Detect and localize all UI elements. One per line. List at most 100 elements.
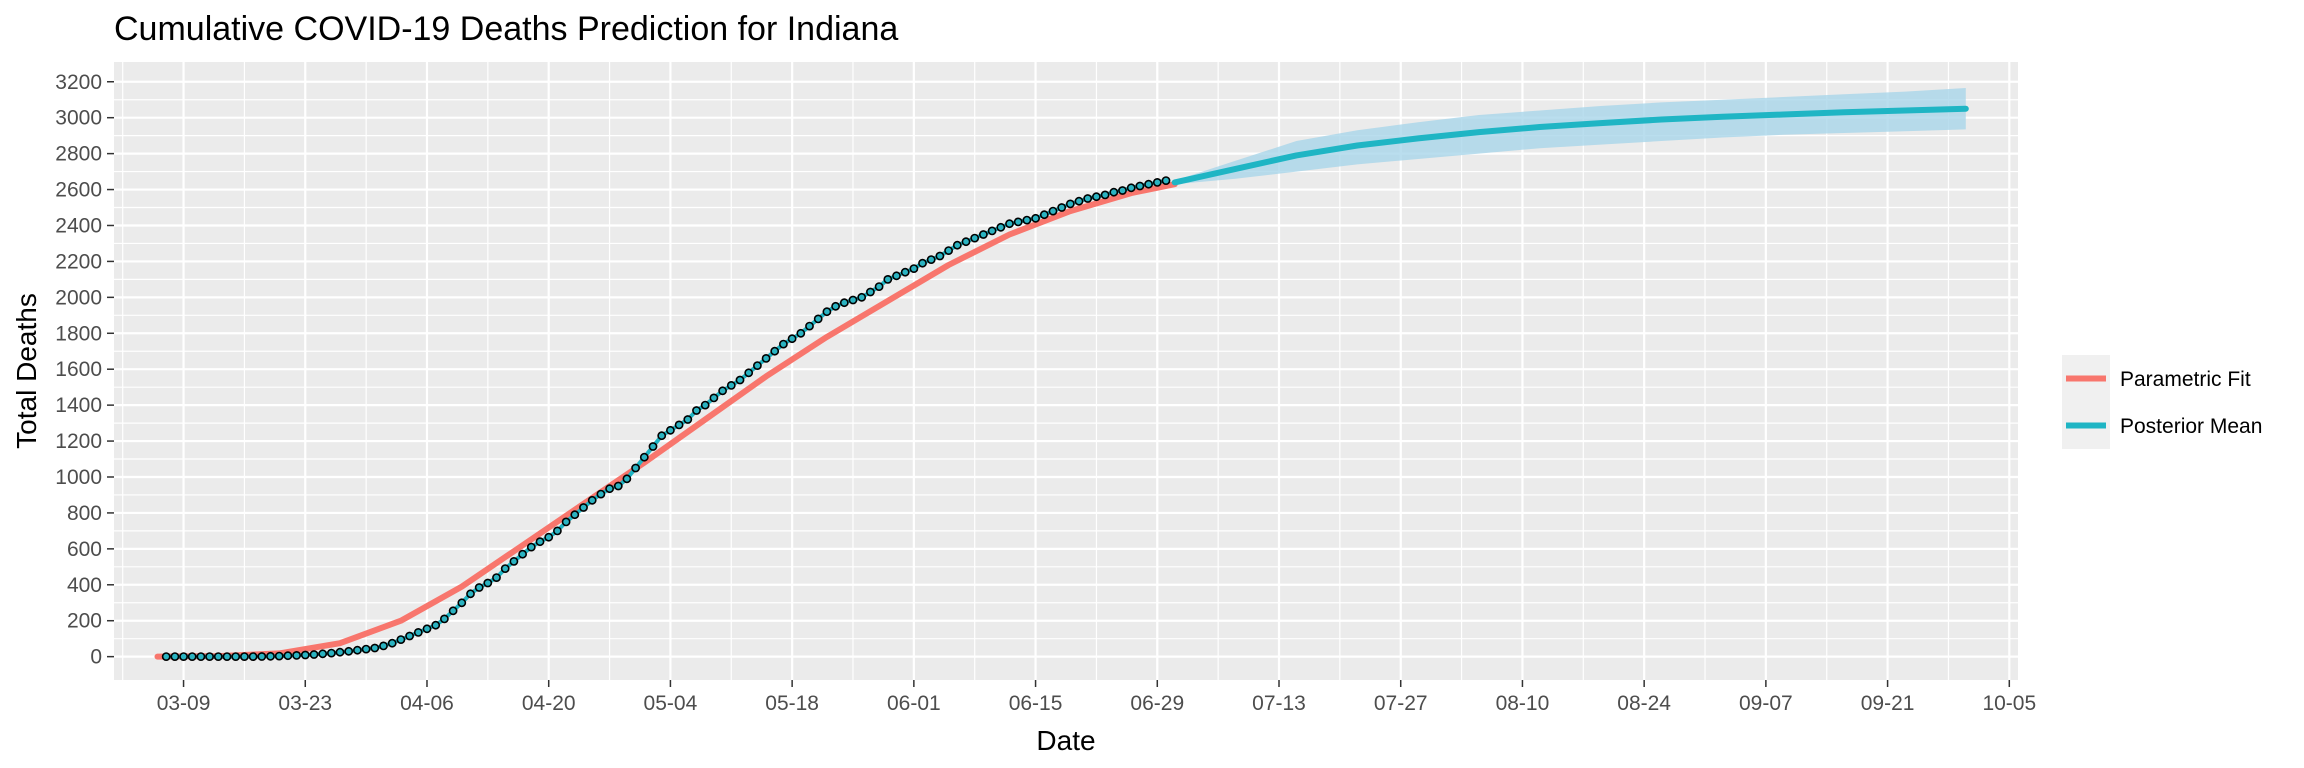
- observed-point: [413, 628, 423, 637]
- observed-point: [161, 652, 171, 661]
- observed-point: [344, 646, 354, 656]
- observed-point: [500, 564, 510, 573]
- observed-point: [587, 495, 597, 505]
- observed-point: [570, 510, 580, 520]
- observed-point: [996, 222, 1006, 232]
- observed-point: [822, 307, 832, 317]
- observed-point: [648, 442, 658, 451]
- y-tick-label: 200: [67, 610, 102, 633]
- x-tick-label: 08-10: [1496, 692, 1550, 715]
- observed-point: [535, 537, 545, 547]
- x-tick-label: 07-13: [1252, 692, 1306, 715]
- observed-point: [196, 652, 206, 661]
- x-tick-label: 09-21: [1861, 692, 1915, 715]
- observed-point: [352, 645, 362, 655]
- observed-point: [874, 282, 884, 291]
- x-tick-label: 06-15: [1009, 692, 1063, 715]
- observed-point: [309, 650, 319, 659]
- observed-point: [526, 542, 536, 552]
- observed-point: [753, 361, 762, 370]
- observed-point: [918, 258, 927, 268]
- observed-point: [718, 386, 727, 396]
- observed-point: [796, 328, 806, 338]
- observed-point: [553, 526, 562, 536]
- observed-point: [961, 237, 971, 247]
- y-tick-label: 1600: [55, 358, 102, 381]
- x-axis-title: Date: [1036, 725, 1095, 756]
- observed-point: [483, 578, 493, 588]
- legend-posterior-mean-label: Posterior Mean: [2120, 415, 2262, 438]
- observed-point: [405, 631, 414, 641]
- observed-point: [431, 620, 441, 630]
- observed-point: [900, 267, 910, 277]
- y-tick-label: 1200: [55, 430, 102, 453]
- observed-point: [848, 295, 858, 305]
- legend-parametric-fit-label: Parametric Fit: [2120, 368, 2251, 391]
- observed-point: [448, 606, 458, 616]
- observed-point: [248, 652, 258, 661]
- observed-point: [909, 264, 919, 273]
- y-tick-label: 1400: [55, 394, 102, 417]
- observed-point: [1048, 206, 1058, 216]
- observed-point: [805, 321, 814, 331]
- observed-point: [944, 246, 953, 255]
- y-tick-label: 1000: [55, 466, 102, 489]
- observed-point: [544, 532, 554, 542]
- y-tick-label: 800: [67, 502, 102, 525]
- y-tick-label: 2800: [55, 143, 102, 166]
- observed-point: [474, 583, 484, 592]
- observed-point: [492, 573, 501, 582]
- observed-point: [396, 635, 406, 644]
- x-tick-label: 07-27: [1374, 692, 1428, 715]
- observed-point: [205, 652, 214, 661]
- observed-point: [361, 644, 371, 654]
- x-tick-label: 03-09: [157, 692, 211, 715]
- x-tick-label: 09-07: [1739, 692, 1793, 715]
- observed-point: [1074, 196, 1084, 206]
- observed-point: [692, 406, 701, 415]
- observed-point: [987, 226, 997, 236]
- x-tick-label: 06-29: [1130, 692, 1184, 715]
- plot-panel: [114, 62, 2018, 680]
- observed-point: [761, 353, 771, 363]
- observed-point: [979, 230, 988, 239]
- x-tick-label: 08-24: [1617, 692, 1671, 715]
- observed-point: [1083, 194, 1093, 203]
- posterior-band: [1174, 88, 1966, 185]
- observed-point: [1152, 177, 1162, 187]
- observed-point: [579, 503, 588, 512]
- observed-point: [370, 643, 380, 653]
- observed-point: [683, 415, 693, 424]
- observed-point: [709, 393, 719, 403]
- observed-point: [839, 298, 849, 308]
- y-tick-label: 3200: [55, 71, 102, 94]
- observed-point: [639, 452, 649, 462]
- observed-point: [466, 589, 475, 599]
- observed-point: [457, 598, 467, 608]
- legend: Parametric Fit Posterior Mean: [2062, 355, 2262, 449]
- y-tick-label: 0: [90, 646, 102, 669]
- observed-point: [292, 651, 301, 660]
- y-axis: 0 200 400 600 800 1000 1200 1400 1600 1800 2000 220…: [55, 71, 114, 669]
- observed-point: [744, 368, 754, 378]
- observed-point: [779, 339, 788, 349]
- y-tick-label: 2600: [55, 179, 102, 202]
- observed-point: [813, 314, 823, 324]
- observed-point: [187, 652, 197, 661]
- observed-point: [1135, 181, 1145, 191]
- observed-point: [1057, 203, 1067, 212]
- observed-point: [1022, 215, 1032, 225]
- observed-point: [622, 474, 632, 484]
- observed-point: [596, 489, 606, 499]
- observed-point: [222, 652, 232, 661]
- grid-lines: [114, 62, 2018, 680]
- observed-point: [1109, 187, 1119, 197]
- observed-point: [257, 652, 267, 661]
- observed-point: [726, 380, 736, 390]
- posterior-mean-line: [1171, 105, 1969, 186]
- observed-point: [935, 251, 945, 261]
- observed-point: [605, 484, 614, 494]
- x-tick-label: 05-18: [765, 692, 819, 715]
- observed-point: [239, 652, 249, 661]
- observed-point: [170, 652, 180, 661]
